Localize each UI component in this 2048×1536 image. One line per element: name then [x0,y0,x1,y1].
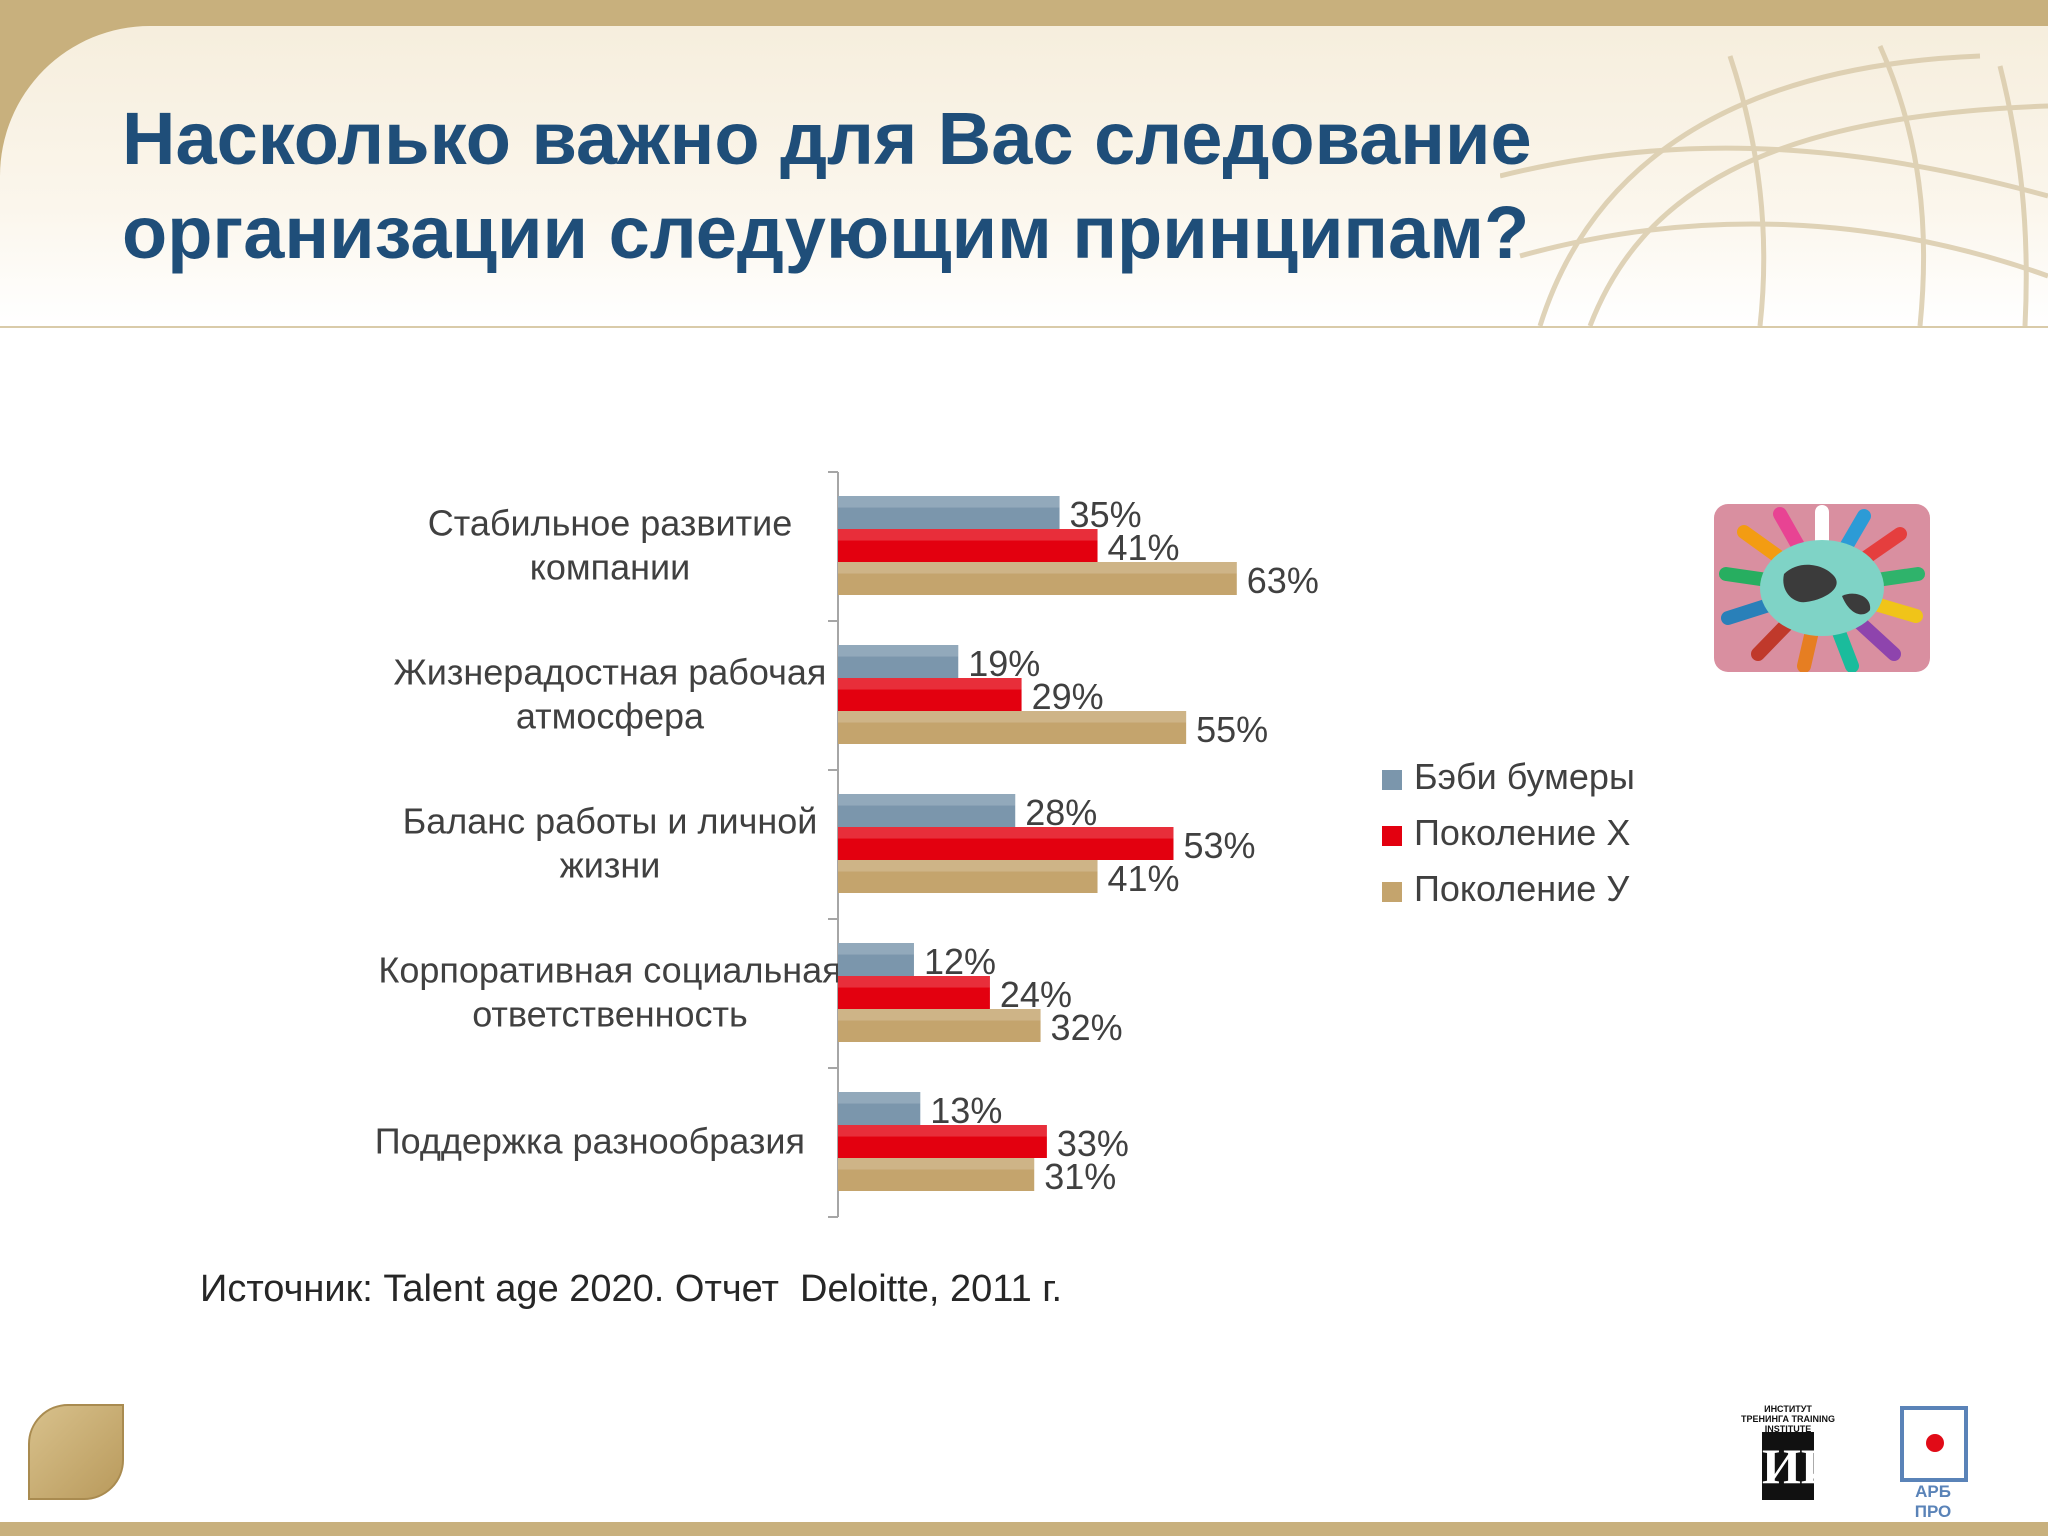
value-label: 31% [1044,1156,1116,1197]
header-divider [0,326,2048,328]
legend-label: Поколение Х [1414,812,1630,853]
training-institute-logo-mark: ИИ [1762,1432,1840,1500]
people-around-globe-icon [1719,505,1925,672]
value-label: 33% [1057,1123,1129,1164]
category-label: Жизнерадостная рабочая атмосфера [394,652,827,737]
category-label-line: компании [530,547,691,588]
bar-highlight [838,1092,921,1104]
bar [838,645,959,678]
category-label: Баланс работы и личной жизни [403,801,818,886]
bar [838,1092,921,1125]
category-label-line: жизни [560,845,661,886]
category-label-line: Жизнерадостная рабочая [394,652,827,693]
category-label-line: ответственность [472,994,748,1035]
category-label: Поддержка разнообразия [375,1121,805,1162]
bar-highlight [838,645,959,657]
bar-highlight [838,678,1022,690]
bar [838,827,1174,860]
value-label: 24% [1000,974,1072,1015]
value-label: 35% [1070,494,1142,535]
legend-swatch [1382,826,1402,846]
value-label: 41% [1108,527,1180,568]
bar-highlight [838,860,1098,872]
category-label-line: Баланс работы и личной [403,801,818,842]
bar-highlight [838,562,1237,574]
bar-highlight [838,711,1187,723]
bar [838,943,914,976]
bar [838,794,1016,827]
bar [838,1009,1041,1042]
category-label-line: Корпоративная социальная [378,950,841,991]
legend-swatch [1382,770,1402,790]
bar [838,860,1098,893]
bar [838,711,1187,744]
arb-pro-logo: АРБ ПРО [1896,1404,1970,1521]
arb-pro-logo-text: АРБ ПРО [1914,1482,1952,1521]
bar-highlight [838,794,1016,806]
header-band [0,26,2048,326]
bar-highlight [838,1158,1035,1170]
source-note: Источник: Talent age 2020. Отчет Deloitt… [200,1268,1063,1310]
category-label: Стабильное развитие компании [428,503,793,588]
bar [838,678,1022,711]
bar-highlight [838,496,1060,508]
value-label: 32% [1051,1007,1123,1048]
value-label: 12% [924,941,996,982]
bar-highlight [838,976,990,988]
bar-highlight [838,827,1174,839]
bar [838,1158,1035,1191]
value-label: 53% [1183,825,1255,866]
arb-pro-logo-box [1900,1406,1968,1482]
category-label-line: Поддержка разнообразия [375,1121,805,1162]
bar [838,562,1237,595]
value-label: 63% [1247,560,1319,601]
bar [838,529,1098,562]
category-label: Корпоративная социальная ответственность [378,950,841,1035]
category-label-line: Стабильное развитие [428,503,793,544]
bar-highlight [838,529,1098,541]
training-institute-logo-text: ИНСТИТУТ ТРЕНИНГА TRAINING INSTITUTE [1740,1404,1835,1434]
bar-highlight [838,943,914,955]
value-label: 28% [1025,792,1097,833]
slide-title: Насколько важно для Вас следование орган… [122,97,1532,274]
value-label: 29% [1032,676,1104,717]
value-label: 41% [1108,858,1180,899]
legend-label: Бэби бумеры [1414,756,1635,797]
legend-label: Поколение У [1414,868,1630,909]
bar-highlight [838,1125,1047,1137]
bar [838,496,1060,529]
top-frame-strip [0,0,2048,26]
category-label-line: атмосфера [516,696,705,737]
training-institute-logo: ИНСТИТУТ ТРЕНИНГА TRAINING INSTITUTE ИИ [1740,1404,1840,1504]
people-globe-image [1714,504,1930,672]
corner-decoration [28,1404,124,1500]
bottom-frame-strip [0,1522,2048,1536]
bar [838,976,990,1009]
bar-highlight [838,1009,1041,1021]
value-label: 13% [930,1090,1002,1131]
value-label: 55% [1196,709,1268,750]
arb-pro-logo-dot [1926,1434,1944,1452]
bar [838,1125,1047,1158]
globe-decoration-icon [1500,44,2048,326]
value-label: 19% [968,643,1040,684]
legend-swatch [1382,882,1402,902]
